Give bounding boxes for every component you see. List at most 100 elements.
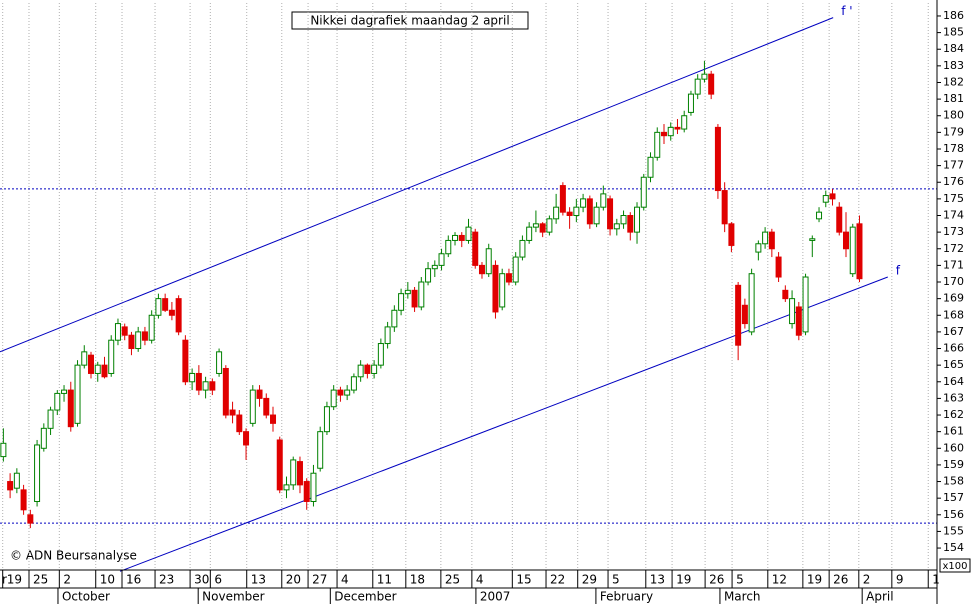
- candle-body: [236, 414, 243, 433]
- candle-body: [357, 364, 364, 378]
- candle-body: [586, 198, 593, 225]
- candle-body: [478, 264, 485, 275]
- candle-body: [81, 351, 88, 366]
- x-tick-label: 29: [582, 573, 597, 587]
- y-tick-label: 175: [943, 192, 964, 205]
- x-tick-label: 13: [650, 573, 665, 587]
- candle-body: [47, 409, 54, 429]
- candle-body: [54, 392, 61, 411]
- x-tick-label: 12: [772, 573, 787, 587]
- month-label: October: [62, 590, 110, 604]
- candle-body: [114, 323, 121, 341]
- candle-body: [842, 231, 849, 250]
- candle-body: [155, 298, 162, 316]
- x-tick-label: 11: [377, 573, 392, 587]
- y-tick-label: 155: [943, 524, 964, 537]
- candle-body: [337, 389, 344, 396]
- x-tick-label: 20: [286, 573, 301, 587]
- trend-label: f ': [841, 4, 852, 18]
- candle-body: [600, 193, 607, 208]
- y-tick-label: 159: [943, 458, 964, 471]
- candle-body: [822, 195, 829, 203]
- y-tick-label: 169: [943, 292, 964, 305]
- candle-body: [829, 193, 836, 200]
- candle-body: [108, 339, 115, 374]
- y-tick-label: 163: [943, 391, 964, 404]
- candle-body: [94, 364, 101, 374]
- candle-body: [546, 218, 553, 233]
- y-tick-label: 170: [943, 275, 964, 288]
- candle-body: [802, 276, 809, 333]
- title-box: [291, 11, 529, 30]
- candle-body: [499, 273, 506, 308]
- candle-body: [809, 238, 816, 241]
- candle-body: [762, 231, 769, 245]
- candle-body: [20, 489, 27, 511]
- candle-body: [613, 223, 620, 230]
- candle-body: [398, 293, 405, 311]
- x-tick-label: 10: [100, 573, 115, 587]
- candle-body: [634, 206, 641, 233]
- candle-body: [344, 389, 351, 396]
- y-tick-label: 182: [943, 75, 964, 88]
- candle-body: [391, 309, 398, 328]
- candle-body: [88, 354, 95, 374]
- y-tick-label: 181: [943, 92, 964, 105]
- month-label: 2007: [480, 590, 511, 604]
- candle-body: [526, 226, 533, 241]
- candle-body: [148, 314, 155, 341]
- y-tick-label: 185: [943, 26, 964, 39]
- candle-body: [350, 376, 357, 391]
- x-tick-label: 25: [33, 573, 48, 587]
- candle-body: [714, 126, 721, 192]
- candle-body: [654, 131, 661, 158]
- candle-body: [270, 414, 277, 424]
- y-tick-label: 161: [943, 425, 964, 438]
- candle-body: [7, 481, 14, 491]
- x-tick-label: 4: [476, 573, 484, 587]
- y-tick-label: 157: [943, 491, 964, 504]
- y-tick-label: 162: [943, 408, 964, 421]
- candle-body: [782, 289, 789, 300]
- y-tick-label: 168: [943, 308, 964, 321]
- candle-body: [162, 298, 169, 311]
- x-tick-label: 27: [312, 573, 327, 587]
- x-tick-label: 2: [863, 573, 871, 587]
- candle-body: [660, 131, 667, 137]
- candle-body: [317, 431, 324, 469]
- candle-body: [243, 431, 250, 446]
- candle-body: [748, 273, 755, 333]
- candle-body: [735, 284, 742, 346]
- candle-body: [404, 289, 411, 295]
- candle-body: [472, 231, 479, 266]
- candle-body: [296, 461, 303, 486]
- plot-area: [0, 3, 937, 572]
- cut-label: r: [2, 573, 7, 587]
- candle-body: [674, 126, 681, 130]
- x-tick-label: 6: [214, 573, 222, 587]
- candle-body: [687, 93, 694, 113]
- candle-body: [667, 126, 674, 137]
- candle-body: [141, 331, 148, 341]
- x-tick-label: 22: [550, 573, 565, 587]
- copyright: © ADN Beursanalyse: [10, 549, 137, 563]
- y-tick-label: 176: [943, 175, 964, 188]
- candle-body: [607, 198, 614, 230]
- trend-label: f: [896, 264, 901, 278]
- unit-box: [939, 558, 971, 573]
- candle-body: [0, 442, 7, 458]
- candle-body: [856, 223, 863, 280]
- candle-body: [364, 364, 371, 374]
- candle-body: [775, 256, 782, 278]
- x-tick-label: 19: [676, 573, 691, 587]
- y-tick-label: 184: [943, 42, 964, 55]
- candle-body: [505, 273, 512, 283]
- candle-body: [458, 234, 465, 241]
- month-label: November: [202, 590, 264, 604]
- candle-body: [175, 298, 182, 333]
- candle-body: [681, 115, 688, 130]
- y-tick-label: 154: [943, 541, 964, 554]
- y-tick-label: 179: [943, 125, 964, 138]
- candle-body: [263, 397, 270, 416]
